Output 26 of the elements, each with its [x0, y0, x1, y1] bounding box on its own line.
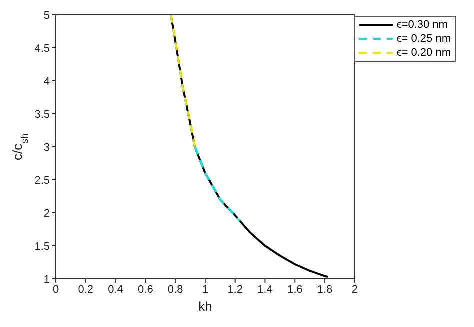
legend-label: ϵ=0.30 nm	[396, 18, 448, 32]
y-tick-label: 4.5	[34, 42, 50, 55]
x-tick-label: 1.8	[317, 284, 333, 296]
y-tick-label: 5	[44, 10, 50, 22]
y-tick-label: 1	[44, 274, 50, 286]
legend-label: ϵ= 0.20 nm	[396, 46, 451, 60]
x-tick-label: 1.6	[287, 284, 303, 296]
y-tick-label: 3.5	[34, 108, 50, 121]
legend-label: ϵ= 0.25 nm	[396, 32, 451, 46]
x-tick-label: 0.8	[168, 284, 184, 296]
y-tick-label: 1.5	[34, 240, 50, 253]
line-series	[170, 15, 196, 148]
x-tick-label: 1.2	[228, 284, 243, 296]
y-tick-label: 2.5	[34, 174, 50, 187]
x-tick-label: 0.4	[108, 284, 124, 296]
x-tick-label: 0.2	[78, 284, 94, 296]
y-tick-label: 2	[44, 208, 50, 220]
x-tick-label: 0	[52, 284, 60, 296]
y-tick-label: 4	[44, 76, 50, 88]
x-tick-label: 2	[352, 284, 358, 296]
x-axis-title: kh	[198, 299, 212, 314]
x-tick-label: 0.6	[138, 284, 154, 296]
y-tick-label: 3	[44, 142, 50, 154]
x-tick-label: 1	[202, 284, 209, 296]
x-tick-label: 1.4	[258, 284, 273, 296]
line-series	[194, 146, 241, 222]
